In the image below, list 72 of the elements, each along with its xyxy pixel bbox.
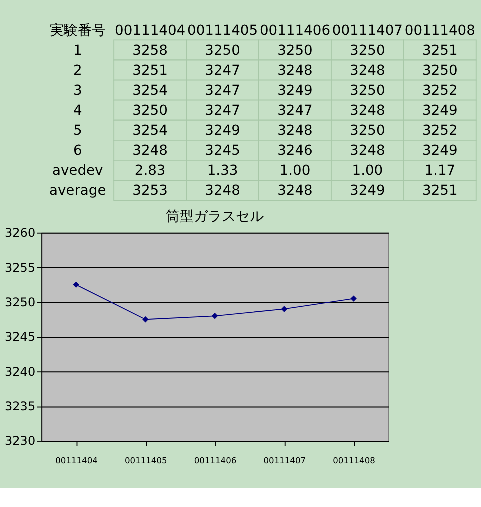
data-label: 3252 — [422, 82, 458, 99]
y-tick-label: 1 — [73, 42, 82, 59]
data-label: 3248 — [278, 183, 313, 200]
data-label: 3251 — [422, 42, 458, 59]
y-axis-title: 実験番号 — [50, 22, 106, 39]
data-label: 3248 — [350, 62, 386, 79]
y-tick-label: 3250 — [5, 295, 36, 310]
y-tick-label: avedev — [52, 163, 104, 180]
y-tick-label: 3255 — [5, 260, 36, 275]
data-label: 3250 — [132, 102, 168, 119]
y-tick-label: 3260 — [5, 226, 36, 240]
data-label: 1.33 — [207, 163, 238, 180]
y-tick-label: 3230 — [5, 434, 36, 448]
data-label: 3247 — [205, 62, 240, 79]
y-tick-label: 2 — [73, 62, 82, 79]
data-label: 3250 — [350, 123, 386, 140]
x-tick-label: 00111407 — [332, 22, 403, 39]
data-label: 3247 — [205, 82, 240, 99]
y-tick-label: 6 — [73, 143, 82, 160]
x-tick-label: 00111405 — [124, 456, 168, 466]
data-label: 3248 — [205, 183, 240, 200]
x-tick-label: 00111406 — [260, 22, 331, 39]
data-label: 3251 — [132, 62, 168, 79]
data-label: 3247 — [278, 102, 313, 119]
data-label: 3246 — [278, 143, 313, 160]
data-label: 3254 — [132, 82, 168, 99]
x-tick-label: 00111404 — [56, 456, 98, 466]
data-label: 2.83 — [134, 163, 166, 180]
data-label: 3249 — [422, 143, 458, 160]
y-tick-label: 4 — [73, 102, 82, 119]
y-tick-label: 3245 — [5, 330, 36, 344]
data-label: 3249 — [205, 123, 240, 140]
data-label: 1.00 — [280, 163, 311, 180]
x-tick-label: 00111404 — [115, 22, 186, 39]
x-tick-label: 00111406 — [194, 456, 237, 466]
x-tick-label: 00111405 — [187, 22, 258, 39]
data-label: 3250 — [350, 82, 386, 99]
y-tick-label: average — [49, 183, 106, 200]
data-label: 3248 — [350, 102, 386, 119]
point — [281, 306, 288, 312]
data-label: 3248 — [278, 123, 313, 140]
x-tick-label: 00111407 — [264, 456, 306, 466]
y-tick-label: 3 — [73, 82, 82, 99]
data-label: 3248 — [350, 143, 386, 160]
point — [73, 282, 80, 288]
data-label: 1.17 — [424, 163, 456, 180]
data-label: 3245 — [205, 143, 240, 160]
data-label: 3249 — [278, 82, 313, 99]
x-tick-label: 00111408 — [404, 22, 476, 39]
point — [212, 313, 218, 320]
data-label: 3248 — [132, 143, 168, 160]
data-label: 3254 — [132, 123, 168, 140]
y-tick-label: 3240 — [5, 364, 36, 379]
data-label: 3250 — [350, 42, 386, 59]
x-tick-label: 00111408 — [333, 456, 376, 466]
y-tick-label: 3235 — [5, 400, 36, 414]
data-label: 3248 — [278, 62, 313, 79]
point — [142, 316, 149, 323]
data-label: 3249 — [350, 183, 386, 200]
data-label: 3253 — [132, 183, 168, 200]
data-label: 3252 — [422, 123, 458, 140]
data-label: 3250 — [205, 42, 240, 59]
point — [350, 296, 357, 302]
y-tick-label: 5 — [73, 123, 82, 140]
chart-title: 筒型ガラスセル — [166, 208, 264, 225]
data-label: 3249 — [422, 102, 458, 119]
data-label: 3251 — [422, 183, 458, 200]
data-label: 3250 — [422, 62, 458, 79]
data-label: 3250 — [278, 42, 313, 59]
data-label: 1.00 — [352, 163, 384, 180]
data-label: 3258 — [132, 42, 168, 59]
data-label: 3247 — [205, 102, 240, 119]
